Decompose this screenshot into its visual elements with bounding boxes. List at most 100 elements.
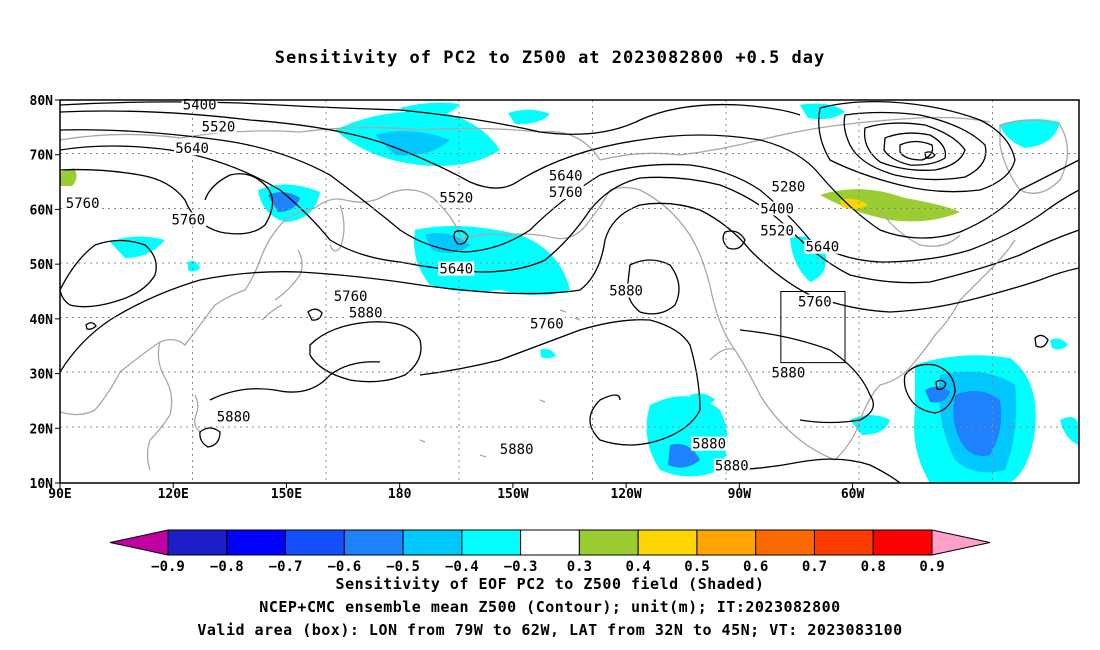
contour-line <box>60 145 1079 284</box>
lat-label: 30N <box>30 368 54 383</box>
shade-patch <box>820 189 960 222</box>
contour-label: 5880 <box>692 437 726 453</box>
lon-label: 90E <box>48 487 71 502</box>
shade-patch <box>1050 338 1068 350</box>
lon-label: 60W <box>841 487 865 502</box>
shade-patch <box>540 348 556 359</box>
shade-patch <box>375 131 450 156</box>
contour-label-bg <box>770 365 807 380</box>
contour-label-bg <box>547 168 584 183</box>
contour-label: 5760 <box>334 289 368 305</box>
contour-label: 5760 <box>798 294 832 310</box>
colorbar-label: 0.9 <box>919 559 944 575</box>
colorbar: −0.9 −0.8 −0.7 −0.6 −0.5 −0.4 −0.3 0.3 0.4 0.5 0.6… <box>109 529 991 575</box>
contour-label: 5760 <box>66 196 100 212</box>
colorbar-label: −0.9 <box>151 559 185 575</box>
contour-label-bg <box>200 119 237 134</box>
map-title: Sensitivity of PC2 to Z500 at 2023082800… <box>274 48 826 68</box>
contour-label-bg <box>498 442 535 457</box>
contour-label-bg <box>438 261 475 276</box>
colorbar-swatch <box>520 529 580 556</box>
colorbar-label: 0.5 <box>684 559 709 575</box>
z500-contours <box>60 100 1079 483</box>
colorbar-label: 0.4 <box>626 559 651 575</box>
contour-label-bg <box>770 179 807 194</box>
colorbar-swatch <box>696 529 757 556</box>
colorbar-swatch <box>872 529 933 556</box>
contour-label-bg <box>181 97 218 112</box>
lon-label: 120W <box>610 487 641 502</box>
contour-label: 5520 <box>202 119 236 135</box>
contour-labels: 5400552056405760576057605880588055205640… <box>64 97 841 475</box>
contour-label-bg <box>64 195 101 210</box>
contour-line <box>60 101 801 135</box>
contour-line <box>60 129 1079 263</box>
contour-line <box>883 132 947 166</box>
contour-label: 5520 <box>439 190 473 206</box>
colorbar-swatch <box>343 529 404 556</box>
shade-patch <box>800 103 845 120</box>
contour-line <box>903 363 956 414</box>
colorbar-swatch <box>637 529 698 556</box>
contour-line <box>309 321 422 383</box>
contour-label: 5640 <box>806 240 840 256</box>
contour-label: 5640 <box>175 141 209 157</box>
colorbar-swatch <box>755 529 815 556</box>
colorbar-end-low <box>109 529 169 556</box>
contour-label-bg <box>713 458 750 473</box>
contour-label-bg <box>174 141 211 156</box>
contour-label-bg <box>170 212 207 227</box>
colorbar-label: −0.4 <box>445 559 479 575</box>
contour-label-bg <box>438 190 475 205</box>
colorbar-end-high <box>931 529 991 556</box>
lon-label: 120E <box>158 487 189 502</box>
shade-patch <box>1060 416 1079 445</box>
lat-label: 20N <box>30 422 54 437</box>
shade-patch <box>60 168 77 186</box>
shade-patch <box>690 393 715 407</box>
coastline-se-asia <box>146 341 173 471</box>
contour-label: 5640 <box>439 262 473 278</box>
contour-label: 5520 <box>760 223 794 239</box>
contour-line <box>60 168 274 235</box>
coastline-japan <box>261 249 303 321</box>
coastlines <box>60 116 1069 471</box>
contour-line <box>60 110 1079 239</box>
colorbar-swatch <box>226 529 287 556</box>
contour-label-bg <box>347 305 384 320</box>
contour-label: 5880 <box>772 366 806 382</box>
colorbar-swatch <box>285 529 345 556</box>
colorbar-label: −0.8 <box>210 559 244 575</box>
contour-line <box>899 140 934 161</box>
contour-label: 5880 <box>500 442 534 458</box>
coastline-pacific-islands <box>419 399 546 458</box>
contour-line <box>453 230 469 245</box>
contour-line <box>626 259 680 315</box>
contour-label: 5640 <box>549 169 583 185</box>
caption-contour: NCEP+CMC ensemble mean Z500 (Contour); u… <box>259 598 841 616</box>
contour-label: 5400 <box>183 97 217 113</box>
contour-label: 5760 <box>530 316 564 332</box>
coastline-asia <box>60 189 463 416</box>
shade-patch <box>925 386 950 403</box>
latitude-axis: 80N 70N 60N 50N 40N 30N 20N 10N <box>30 94 60 492</box>
colorbar-swatch <box>813 529 874 556</box>
colorbar-label: 0.6 <box>743 559 768 575</box>
coastline-hudson <box>879 209 961 247</box>
shade-patch <box>953 391 1002 456</box>
contour-line <box>307 308 323 321</box>
contour-line <box>209 361 381 401</box>
contour-label: 5760 <box>549 185 583 201</box>
contour-label: 5880 <box>715 459 749 475</box>
contour-label-bg <box>759 201 796 216</box>
colorbar-label: 0.7 <box>802 559 827 575</box>
colorbar-swatch <box>402 529 463 556</box>
contour-label-bg <box>547 185 584 200</box>
lat-label: 40N <box>30 313 54 328</box>
contour-line <box>60 202 1079 373</box>
shade-patch <box>188 260 200 272</box>
colorbar-swatch <box>461 529 522 556</box>
colorbar-label: −0.7 <box>269 559 303 575</box>
colorbar-label: −0.3 <box>504 559 538 575</box>
contour-label: 5880 <box>217 409 251 425</box>
